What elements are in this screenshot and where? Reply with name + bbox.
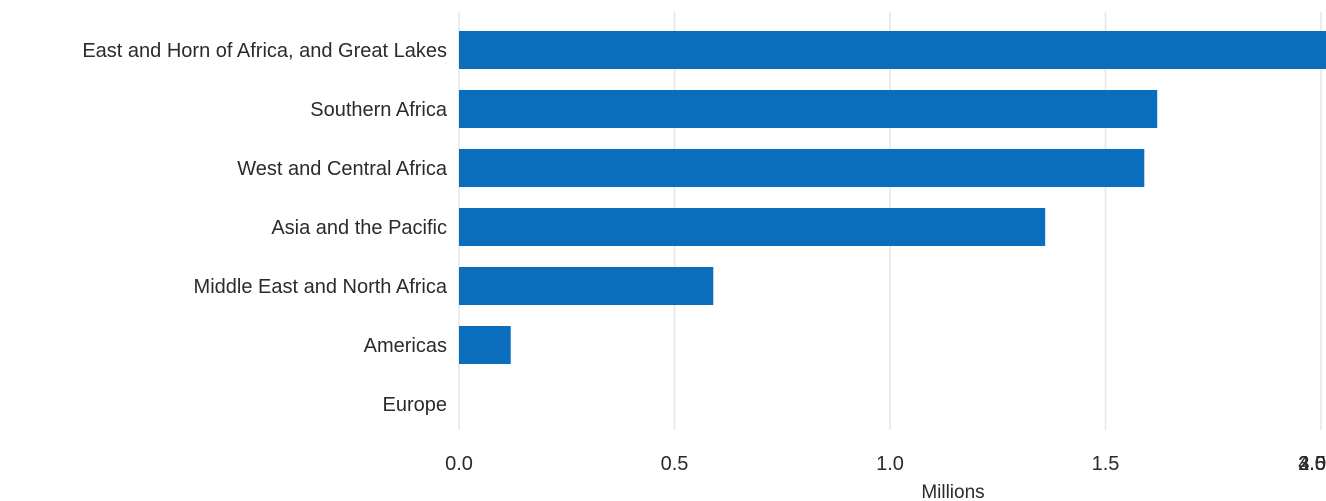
category-label: Europe <box>383 394 448 416</box>
x-tick-label: 1.0 <box>876 453 904 475</box>
category-labels: East and Horn of Africa, and Great Lakes… <box>82 40 448 416</box>
category-label: Middle East and North Africa <box>194 276 448 298</box>
category-label: Asia and the Pacific <box>271 217 447 239</box>
x-tick-label: 3.0 <box>1298 453 1326 475</box>
category-label: West and Central Africa <box>237 158 448 180</box>
x-tick-label: 3.5 <box>1298 453 1326 475</box>
x-tick-label: 0.5 <box>661 453 689 475</box>
bar-west-and-central-africa <box>459 149 1145 187</box>
bars <box>459 31 1326 364</box>
bar-east-and-horn-of-africa-and-great-lakes <box>459 31 1326 69</box>
category-label: East and Horn of Africa, and Great Lakes <box>82 40 447 62</box>
bar-americas <box>459 326 511 364</box>
bar-southern-africa <box>459 90 1158 128</box>
x-tick-label: 2.5 <box>1298 453 1326 475</box>
bar-middle-east-and-north-africa <box>459 267 714 305</box>
category-label: Americas <box>364 335 447 357</box>
x-axis-title: Millions <box>921 482 984 501</box>
x-tick-labels: 0.0 0.5 1.0 1.5 2.02.53.03.54.0 <box>445 453 1326 475</box>
bar-asia-and-the-pacific <box>459 208 1046 246</box>
x-tick-label: 4.0 <box>1298 453 1326 475</box>
x-tick-label: 1.5 <box>1092 453 1120 475</box>
category-label: Southern Africa <box>310 99 448 121</box>
x-tick-label: 0.0 <box>445 453 473 475</box>
x-tick-label: 2.0 <box>1298 453 1326 475</box>
